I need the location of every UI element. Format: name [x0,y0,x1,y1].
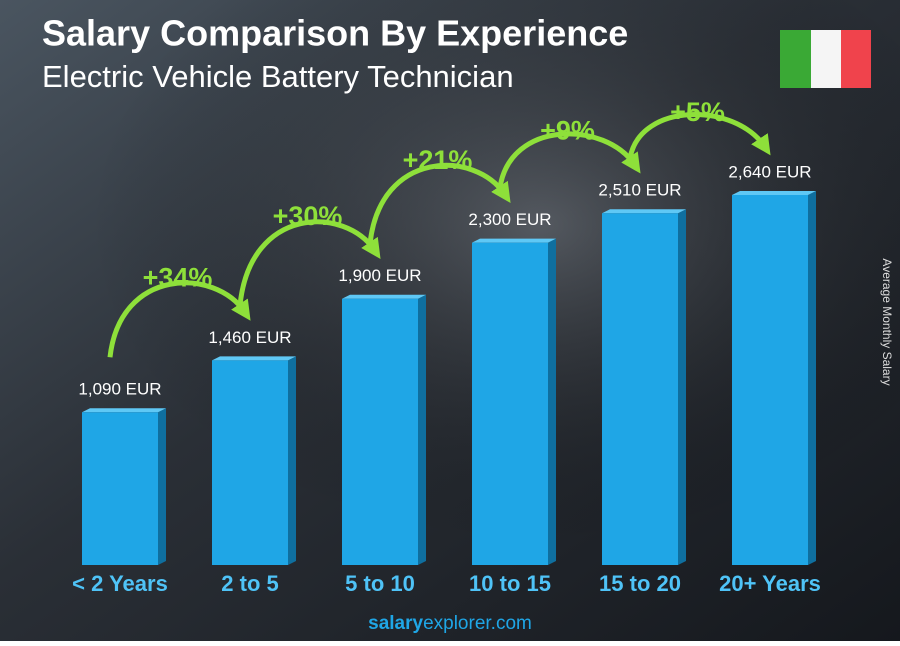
flag [780,30,871,88]
chart-title: Salary Comparison By Experience [42,13,628,54]
value-label: 2,300 EUR [468,210,551,229]
bar-top [342,294,426,299]
chart-subtitle: Electric Vehicle Battery Technician [42,59,514,94]
bar-top [212,356,296,361]
bar-side [288,356,296,565]
bar-side [808,191,816,565]
flag-white [811,30,841,88]
change-arrow [627,112,771,159]
flag-green [780,30,811,88]
x-tick-label: 5 to 10 [345,571,415,596]
change-label: +5% [670,97,725,127]
y-axis-label: Average Monthly Salary [880,258,894,385]
bar [342,298,418,565]
x-tick-label: 2 to 5 [221,571,278,596]
bar-top [82,408,166,413]
footer-bold: salary [368,613,423,634]
bar-side [158,408,166,565]
value-label: 2,640 EUR [728,162,811,181]
change-label: +34% [143,263,213,293]
change-arrow [237,219,381,306]
bar [472,242,548,565]
bar-side [548,238,556,565]
x-tick-label: 10 to 15 [469,571,551,596]
bar [212,360,288,565]
value-label: 2,510 EUR [598,181,681,200]
bar-side [418,294,426,565]
x-tick-label: < 2 Years [72,571,168,596]
x-tick-label: 15 to 20 [599,571,681,596]
value-label: 1,900 EUR [338,266,421,285]
bar [732,195,808,565]
bar [602,213,678,565]
value-label: 1,090 EUR [78,380,161,399]
change-arrow [497,131,641,189]
x-tick-label: 20+ Years [719,571,821,596]
bar-side [678,209,686,565]
bar-top [732,191,816,195]
footer: salaryexplorer.com [368,613,532,634]
change-label: +9% [540,115,595,145]
flag-red [841,30,871,88]
bar [82,412,158,565]
change-arrow [107,280,251,358]
value-label: 1,460 EUR [208,328,291,347]
change-label: +30% [273,201,343,231]
change-arrow [367,163,511,244]
change-label: +21% [403,145,473,175]
bar-top [602,209,686,214]
footer-regular: explorer.com [423,613,532,634]
bar-top [472,238,556,243]
